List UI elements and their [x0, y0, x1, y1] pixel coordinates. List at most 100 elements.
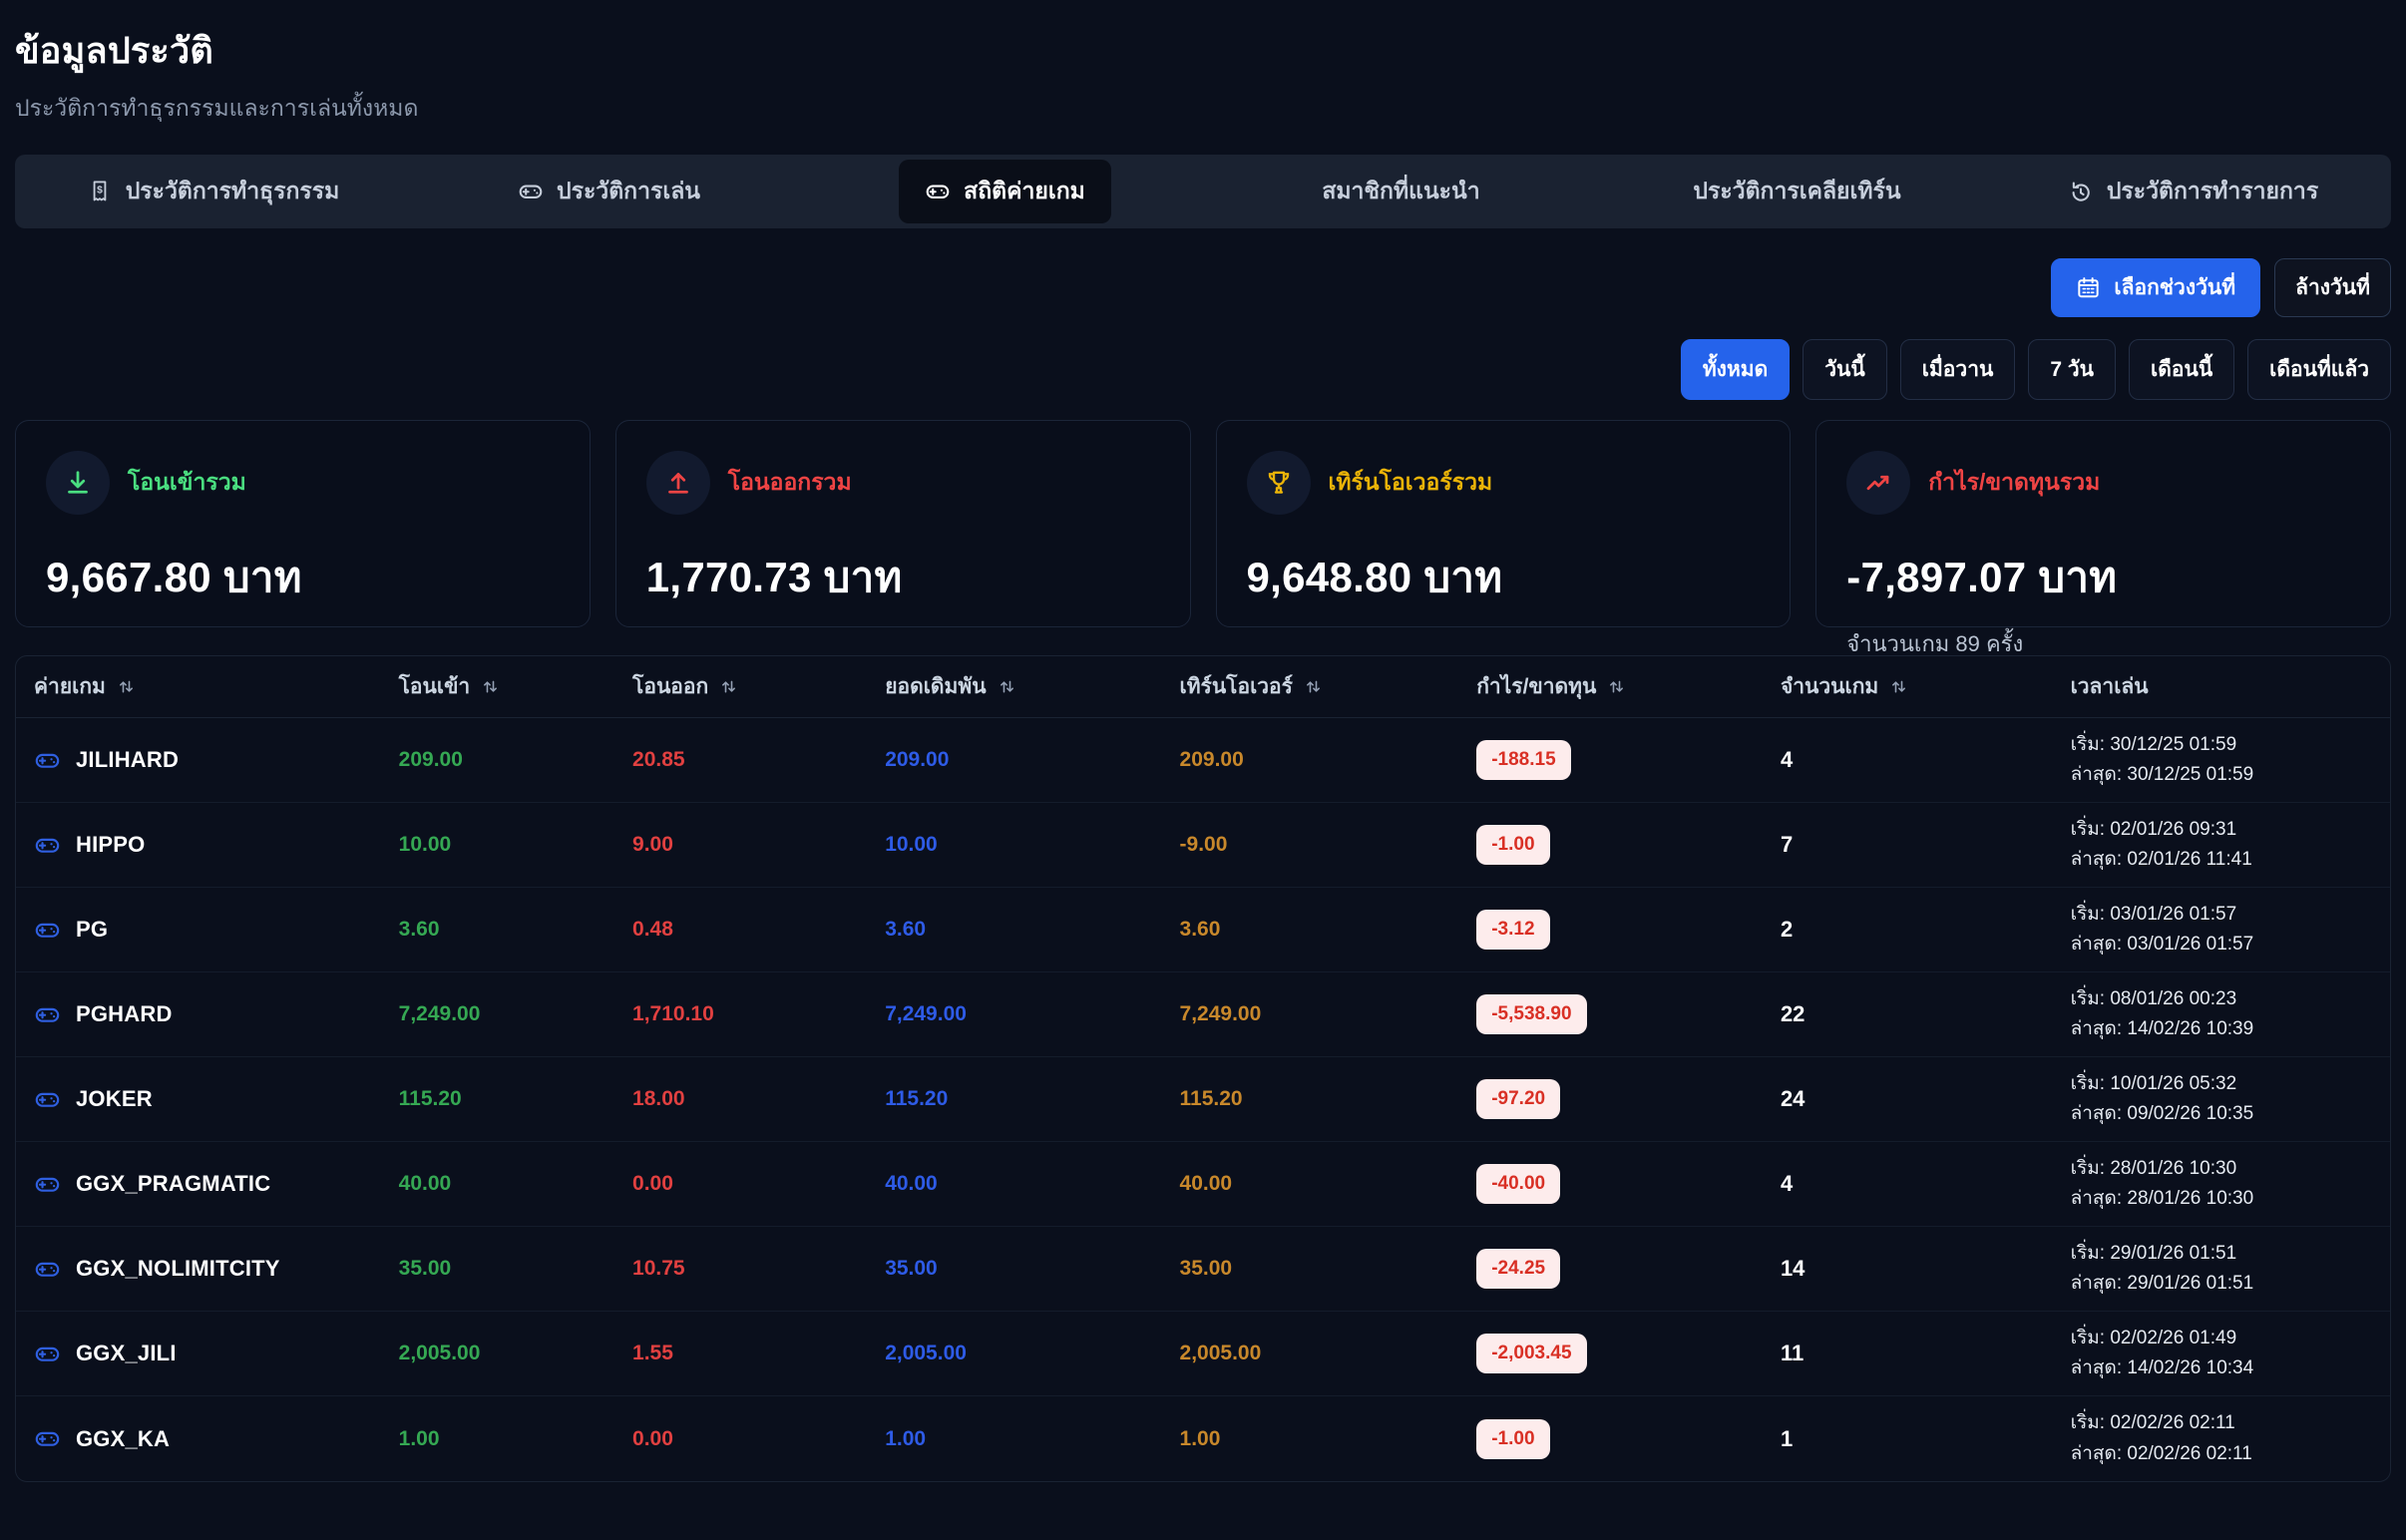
tab-label: สถิติค่ายเกม [964, 178, 1085, 203]
card-games-count: จำนวนเกม 89 ครั้ง [1846, 631, 2024, 656]
filter-all[interactable]: ทั้งหมด [1680, 339, 1791, 400]
column-header-turnover[interactable]: เทิร์นโอเวอร์ [1180, 670, 1477, 703]
tab-label: ประวัติการทำธุรกรรม [125, 178, 340, 203]
turnover-value: 1.00 [1179, 1426, 1221, 1450]
card-value: 1,770.73 บาท [645, 554, 903, 600]
time-last: ล่าสุด: 28/01/26 10:30 [2070, 1188, 2254, 1209]
table-row: GGX_JILI 2,005.00 1.55 2,005.00 2,005.00… [16, 1312, 2390, 1396]
profit-loss-badge: -2,003.45 [1476, 1334, 1587, 1373]
card-total-turnover: เทิร์นโอเวอร์รวม 9,648.80 บาท [1215, 420, 1792, 627]
turnover-value: 40.00 [1179, 1172, 1233, 1195]
transfer-out-value: 18.00 [632, 1087, 685, 1110]
time-start: เริ่ม: 30/12/25 01:59 [2070, 733, 2237, 755]
sort-icon [117, 677, 136, 696]
column-header-profit-loss[interactable]: กำไร/ขาดทุน [1476, 670, 1781, 703]
tab-referred-members[interactable]: สมาชิกที่แนะนำ [1203, 155, 1599, 228]
filter-yesterday[interactable]: เมื่อวาน [1899, 339, 2016, 400]
gamepad-icon [519, 185, 543, 198]
game-provider-stats-table: ค่ายเกม โอนเข้า โอนออก ยอดเดิมพัน เทิร์น… [15, 655, 2391, 1482]
tab-transaction-history[interactable]: ประวัติการทำธุรกรรม [15, 155, 411, 228]
transfer-in-value: 10.00 [398, 833, 452, 856]
bet-amount-value: 40.00 [885, 1172, 938, 1195]
transfer-out-value: 1.55 [632, 1342, 673, 1364]
column-label: ยอดเดิมพัน [885, 675, 987, 698]
play-time-cell: เริ่ม: 30/12/25 01:59 ล่าสุด: 30/12/25 0… [2071, 730, 2372, 791]
trophy-icon [1246, 451, 1311, 515]
clear-date-button[interactable]: ล้างวันที่ [2274, 258, 2391, 317]
profit-loss-badge: -97.20 [1476, 1079, 1561, 1119]
tab-activity-history[interactable]: ประวัติการทำรายการ [1995, 155, 2391, 228]
game-provider-name: GGX_NOLIMITCITY [76, 1256, 280, 1281]
tab-play-history[interactable]: ประวัติการเล่น [411, 155, 807, 228]
column-header-game-provider[interactable]: ค่ายเกม [34, 670, 399, 703]
column-header-transfer-out[interactable]: โอนออก [632, 670, 885, 703]
table-header-row: ค่ายเกม โอนเข้า โอนออก ยอดเดิมพัน เทิร์น… [16, 656, 2390, 718]
transfer-in-value: 2,005.00 [398, 1342, 481, 1364]
gamepad-icon [926, 185, 950, 198]
time-last: ล่าสุด: 03/01/26 01:57 [2070, 934, 2254, 955]
profit-loss-badge: -40.00 [1476, 1164, 1561, 1204]
transfer-out-value: 0.00 [632, 1172, 673, 1195]
time-start: เริ่ม: 02/01/26 09:31 [2070, 818, 2237, 840]
bet-amount-value: 115.20 [885, 1087, 949, 1110]
game-provider-name: JILIHARD [76, 747, 180, 772]
bet-amount-value: 2,005.00 [885, 1342, 967, 1364]
gamepad-icon [35, 1262, 60, 1277]
card-total-transfer-out: โอนออกรวม 1,770.73 บาท [614, 420, 1191, 627]
card-total-transfer-in: โอนเข้ารวม 9,667.80 บาท [15, 420, 591, 627]
table-row: JILIHARD 209.00 20.85 209.00 209.00 -188… [16, 718, 2390, 803]
column-header-games-count[interactable]: จำนวนเกม [1781, 670, 2071, 703]
card-value: 9,648.80 บาท [1246, 554, 1503, 600]
page-header: ข้อมูลประวัติ ประวัติการทำธุรกรรมและการเ… [15, 22, 2391, 127]
time-start: เริ่ม: 02/02/26 01:49 [2070, 1327, 2237, 1348]
games-count-value: 4 [1780, 747, 1794, 772]
transfer-out-value: 10.75 [632, 1257, 685, 1280]
game-provider-name: GGX_JILI [76, 1341, 177, 1365]
transfer-out-value: 9.00 [632, 833, 673, 856]
filter-today[interactable]: วันนี้ [1803, 339, 1887, 400]
calendar-icon [2078, 277, 2100, 298]
games-count-value: 14 [1780, 1256, 1805, 1281]
column-header-bet-amount[interactable]: ยอดเดิมพัน [885, 670, 1179, 703]
table-row: PGHARD 7,249.00 1,710.10 7,249.00 7,249.… [16, 972, 2390, 1057]
play-time-cell: เริ่ม: 02/01/26 09:31 ล่าสุด: 02/01/26 1… [2071, 815, 2372, 876]
turnover-value: 3.60 [1179, 918, 1221, 941]
transfer-in-value: 1.00 [398, 1426, 440, 1450]
table-row: PG 3.60 0.48 3.60 3.60 -3.12 2 เริ่ม: 03… [16, 888, 2390, 972]
filter-last-month[interactable]: เดือนที่แล้ว [2247, 339, 2391, 400]
profit-loss-badge: -5,538.90 [1476, 994, 1587, 1034]
time-last: ล่าสุด: 02/02/26 02:11 [2070, 1442, 2252, 1464]
bet-amount-value: 1.00 [885, 1426, 927, 1450]
bet-amount-value: 35.00 [885, 1257, 938, 1280]
card-label: กำไร/ขาดทุนรวม [1928, 469, 2101, 495]
tab-game-provider-stats[interactable]: สถิติค่ายเกม [807, 155, 1203, 228]
gamepad-icon [35, 1092, 60, 1107]
column-label: ค่ายเกม [34, 675, 106, 698]
sort-icon [998, 677, 1016, 696]
table-row: GGX_NOLIMITCITY 35.00 10.75 35.00 35.00 … [16, 1227, 2390, 1312]
tab-clear-turnover-history[interactable]: ประวัติการเคลียเทิร์น [1599, 155, 1995, 228]
play-time-cell: เริ่ม: 02/02/26 02:11 ล่าสุด: 02/02/26 0… [2071, 1408, 2372, 1469]
time-last: ล่าสุด: 29/01/26 01:51 [2070, 1273, 2254, 1294]
filter-this-month[interactable]: เดือนนี้ [2129, 339, 2235, 400]
sort-icon [1304, 677, 1323, 696]
select-date-range-button[interactable]: เลือกช่วงวันที่ [2051, 258, 2261, 317]
time-start: เริ่ม: 02/02/26 02:11 [2070, 1412, 2235, 1434]
transfer-out-value: 0.48 [632, 918, 673, 941]
turnover-value: 115.20 [1179, 1087, 1243, 1110]
page-subtitle: ประวัติการทำธุรกรรมและการเล่นทั้งหมด [15, 95, 419, 121]
column-label: โอนออก [632, 675, 709, 698]
tab-label: ประวัติการเคลียเทิร์น [1693, 178, 1901, 203]
play-time-cell: เริ่ม: 29/01/26 01:51 ล่าสุด: 29/01/26 0… [2071, 1239, 2372, 1300]
gamepad-icon [35, 1431, 60, 1446]
column-label: โอนเข้า [398, 675, 471, 698]
games-count-value: 4 [1780, 1171, 1794, 1196]
column-label: จำนวนเกม [1780, 675, 1879, 698]
profit-loss-badge: -1.00 [1476, 1418, 1550, 1459]
column-header-transfer-in[interactable]: โอนเข้า [399, 670, 632, 703]
filter-7-days[interactable]: 7 วัน [2028, 339, 2117, 400]
time-start: เริ่ม: 08/01/26 00:23 [2070, 987, 2237, 1009]
game-provider-name: PGHARD [76, 1001, 173, 1026]
quick-filters: ทั้งหมด วันนี้ เมื่อวาน 7 วัน เดือนนี้ เ… [15, 339, 2391, 400]
